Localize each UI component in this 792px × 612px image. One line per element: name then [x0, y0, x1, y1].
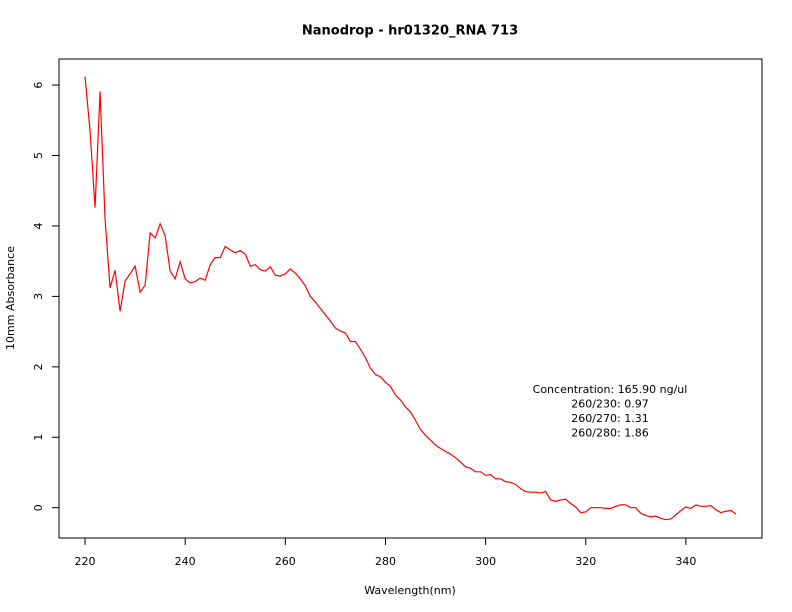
- annotation: 260/230: 0.97: [571, 398, 648, 411]
- y-tick-label: 1: [32, 434, 45, 441]
- x-tick-label: 340: [675, 555, 696, 568]
- y-tick-label: 0: [32, 504, 45, 511]
- x-tick-label: 260: [275, 555, 296, 568]
- y-tick-label: 2: [32, 363, 45, 370]
- y-tick-label: 4: [32, 222, 45, 229]
- x-axis-label: Wavelength(nm): [364, 584, 456, 597]
- y-axis-label: 10mm Absorbance: [4, 246, 17, 350]
- y-tick-label: 5: [32, 152, 45, 159]
- x-tick-label: 240: [175, 555, 196, 568]
- data-line: [84, 76, 737, 521]
- x-tick-label: 320: [575, 555, 596, 568]
- chart-title: Nanodrop - hr01320_RNA 713: [302, 24, 518, 39]
- x-tick-label: 220: [75, 555, 96, 568]
- annotation: Concentration: 165.90 ng/ul: [533, 383, 688, 396]
- y-tick-label: 3: [32, 293, 45, 300]
- x-tick-label: 300: [475, 555, 496, 568]
- annotation: 260/270: 1.31: [571, 412, 648, 425]
- annotation: 260/280: 1.86: [571, 427, 648, 440]
- y-tick-label: 6: [32, 82, 45, 89]
- x-tick-label: 280: [375, 555, 396, 568]
